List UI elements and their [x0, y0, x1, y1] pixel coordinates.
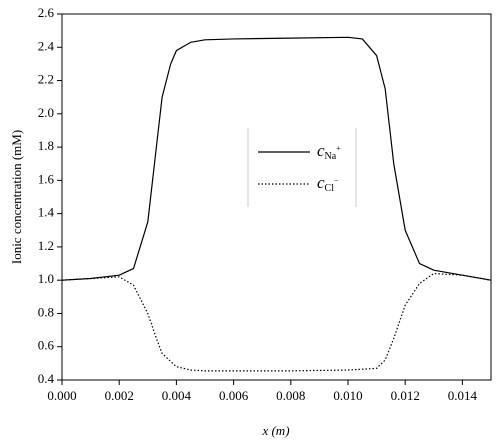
y-tick-label: 1.2	[38, 238, 54, 253]
y-axis-label: Ionic concentration (mM)	[9, 130, 24, 264]
y-tick-label: 2.2	[38, 72, 54, 87]
plot-frame	[61, 13, 492, 381]
legend-sub: Na	[325, 151, 337, 162]
y-tick-label: 1.6	[38, 171, 55, 186]
x-tick-label: 0.004	[162, 388, 192, 403]
y-tick-label: 1.4	[38, 205, 55, 220]
y-tick-label: 0.8	[38, 304, 54, 319]
y-tick-label: 1.8	[38, 138, 54, 153]
series-line	[61, 36, 492, 281]
y-tick-label: 2.0	[38, 105, 54, 120]
x-tick-label: 0.002	[105, 388, 134, 403]
x-tick-label: 0.014	[448, 388, 478, 403]
x-tick-label: 0.000	[47, 388, 76, 403]
legend-label: cCl−	[317, 173, 339, 194]
legend-label: cNa+	[317, 141, 341, 162]
x-tick-label: 0.008	[276, 388, 305, 403]
legend-sup: +	[336, 144, 341, 153]
legend-sup: −	[334, 176, 339, 185]
y-tick-label: 1.0	[38, 271, 54, 286]
legend-name: c	[317, 173, 325, 192]
x-tick-label: 0.006	[219, 388, 249, 403]
x-tick-label: 0.012	[391, 388, 420, 403]
y-tick-label: 2.6	[38, 5, 55, 20]
series-line	[61, 272, 492, 372]
y-tick-label: 0.4	[38, 371, 55, 386]
legend-name: c	[317, 141, 325, 160]
legend-sub: Cl	[325, 183, 335, 194]
x-tick-label: 0.010	[333, 388, 362, 403]
x-axis-label: x (m)	[261, 423, 289, 438]
y-tick-label: 2.4	[38, 38, 55, 53]
y-tick-label: 0.6	[38, 338, 55, 353]
